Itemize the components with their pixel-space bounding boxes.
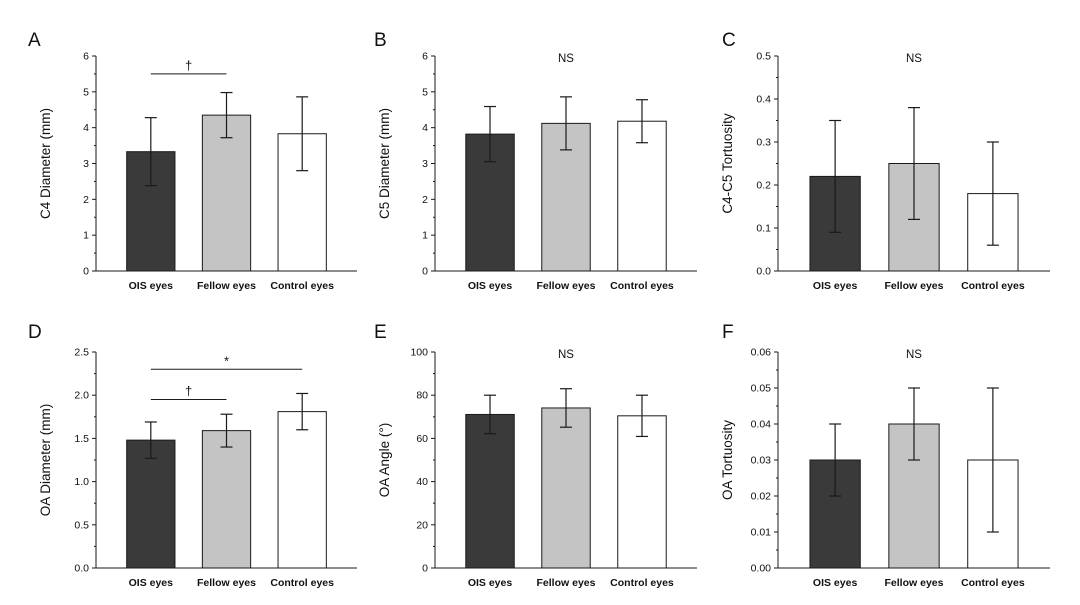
y-tick-label: 0.3 [756, 137, 771, 149]
x-category-label: OIS eyes [129, 577, 174, 589]
panel-e: E 0 20 40 60 80 100 OA Angle (°) OIS eyes Fellow … [374, 322, 697, 589]
y-tick-label: 0.2 [756, 180, 771, 192]
x-category-label: Fellow eyes [885, 280, 944, 292]
panel-d: D 0.0 0.5 1.0 1.5 2.0 2.5 OA Diameter (mm) OIS e… [28, 322, 357, 589]
y-axis-label: C4-C5 Tortuosity [720, 113, 735, 214]
y-tick-label: 0.5 [74, 519, 89, 531]
y-axis-label: OA Tortuosity [720, 420, 735, 500]
significance-annotation: NS [558, 53, 574, 65]
y-tick-label: 0.0 [756, 266, 771, 278]
y-tick-label: 0.0 [74, 563, 89, 575]
y-tick-label: 5 [83, 86, 89, 98]
y-tick-label: 0.5 [756, 51, 771, 63]
y-tick-label: 0.03 [751, 455, 772, 467]
y-tick-label: 0 [422, 266, 428, 278]
panel-letter: F [722, 322, 734, 343]
y-tick-label: 3 [422, 158, 428, 170]
y-tick-label: 2.5 [74, 347, 89, 359]
y-tick-label: 100 [410, 347, 428, 359]
panel-letter: E [374, 322, 387, 343]
x-category-label: Fellow eyes [537, 577, 596, 589]
x-category-label: Control eyes [270, 577, 334, 589]
panel-letter: D [28, 322, 42, 343]
panel-a: A 0 1 2 3 4 5 6 C4 Diameter (mm) OIS eyes Fellow e… [28, 30, 357, 292]
y-tick-label: 0 [422, 563, 428, 575]
y-tick-label: 80 [416, 390, 428, 402]
x-category-label: Control eyes [961, 280, 1025, 292]
bar-fellow-eyes [201, 114, 252, 272]
panel-letter: A [28, 30, 41, 51]
panel-b: B 0 1 2 3 4 5 6 C5 Diameter (mm) OIS eyes Fellow e… [374, 30, 697, 292]
significance-annotation: NS [906, 53, 922, 65]
y-tick-label: 40 [416, 476, 428, 488]
y-axis-label: OA Diameter (mm) [38, 404, 53, 517]
bar-fellow-eyes [541, 407, 591, 569]
bar-ois-eyes [465, 413, 515, 569]
y-tick-label: 1 [83, 230, 89, 242]
y-tick-label: 20 [416, 519, 428, 531]
significance-annotation: NS [906, 349, 922, 361]
y-tick-label: 1 [422, 230, 428, 242]
significance-annotation: NS [558, 349, 574, 361]
y-tick-label: 4 [83, 122, 89, 134]
y-tick-label: 6 [422, 51, 428, 63]
bar-fellow-eyes [201, 430, 252, 569]
y-tick-label: 0.02 [751, 491, 772, 503]
y-axis-label: C4 Diameter (mm) [38, 108, 53, 219]
panel-letter: C [722, 30, 736, 51]
y-tick-label: 4 [422, 122, 428, 134]
x-category-label: OIS eyes [468, 577, 513, 589]
y-tick-label: 3 [83, 158, 89, 170]
y-tick-label: 0.04 [751, 419, 772, 431]
y-tick-label: 0.01 [751, 527, 772, 539]
y-tick-label: 1.5 [74, 433, 89, 445]
x-category-label: Fellow eyes [197, 577, 256, 589]
x-category-label: OIS eyes [813, 280, 858, 292]
x-category-label: Fellow eyes [537, 280, 596, 292]
x-category-label: OIS eyes [813, 577, 858, 589]
y-tick-label: 2.0 [74, 390, 89, 402]
bar-control-eyes [617, 415, 667, 569]
y-tick-label: 0.06 [751, 347, 772, 359]
x-category-label: Control eyes [961, 577, 1025, 589]
x-category-label: Fellow eyes [885, 577, 944, 589]
bar-control-eyes [277, 411, 327, 569]
y-tick-label: 2 [83, 194, 89, 206]
significance-symbol: † [185, 58, 192, 73]
y-tick-label: 60 [416, 433, 428, 445]
significance-symbol: † [185, 384, 192, 399]
y-tick-label: 6 [83, 51, 89, 63]
y-tick-label: 0 [83, 266, 89, 278]
y-tick-label: 0.4 [756, 94, 771, 106]
x-category-label: Control eyes [610, 280, 674, 292]
y-tick-label: 0.00 [751, 563, 772, 575]
significance-symbol: * [224, 353, 229, 368]
bar-ois-eyes [126, 439, 176, 569]
panel-f: F 0.00 0.01 0.02 0.03 0.04 0.05 0.06 OA Tortuosi… [720, 322, 1050, 589]
y-tick-label: 5 [422, 86, 428, 98]
y-tick-label: 1.0 [74, 476, 89, 488]
panel-c: C 0.0 0.1 0.2 0.3 0.4 0.5 C4-C5 Tortuosity OIS e… [720, 30, 1050, 292]
x-category-label: Fellow eyes [197, 280, 256, 292]
panel-letter: B [374, 30, 387, 51]
x-category-label: Control eyes [610, 577, 674, 589]
x-category-label: OIS eyes [468, 280, 513, 292]
y-axis-label: OA Angle (°) [377, 423, 392, 497]
x-category-label: OIS eyes [129, 280, 174, 292]
y-tick-label: 2 [422, 194, 428, 206]
y-tick-label: 0.1 [756, 223, 771, 235]
y-tick-label: 0.05 [751, 383, 772, 395]
y-axis-label: C5 Diameter (mm) [377, 108, 392, 219]
bar-control-eyes [617, 120, 667, 272]
x-category-label: Control eyes [270, 280, 334, 292]
